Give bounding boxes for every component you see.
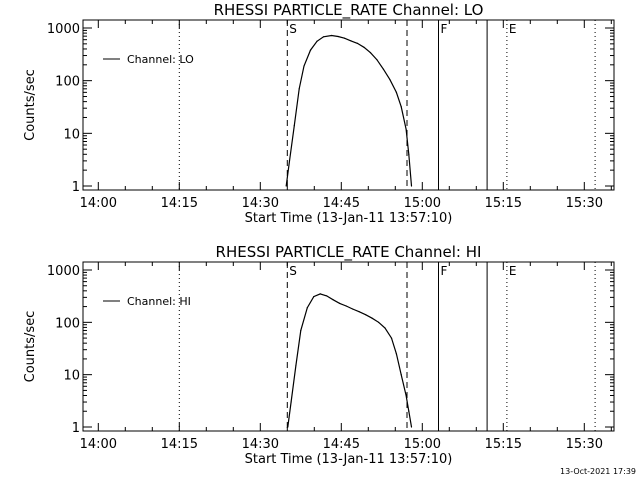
panel-1-data-point (408, 153, 410, 155)
panel-2-data-point (405, 394, 407, 397)
panel-1-data-point (363, 46, 365, 48)
panel-2-event-marker-label: F (441, 264, 448, 278)
panel-2-x-tick-label: 14:15 (161, 437, 198, 452)
panel-2-event-marker-label: S (289, 264, 297, 278)
panel-1-data-point (288, 160, 291, 162)
panel-2-data-point (295, 364, 297, 367)
panel-1-data-point (330, 34, 333, 37)
panel-1-event-marker-label: F (441, 22, 448, 36)
panel-2-data-point (319, 293, 321, 295)
panel-2-x-tick-label: 15:00 (404, 437, 441, 452)
panel-1-data-point (376, 59, 378, 61)
panel-2-data-point (339, 302, 341, 305)
panel-2-data-point (287, 426, 289, 428)
panel-2-data-point (410, 426, 413, 428)
panel-1-y-tick-label: 100 (55, 75, 80, 90)
panel-2-x-axis-label: Start Time (13-Jan-11 13:57:10) (245, 452, 453, 467)
panel-1-x-tick-label: 14:30 (242, 196, 279, 211)
footer-timestamp: 13-Oct-2021 17:39 (560, 467, 636, 476)
panel-1-data-point (395, 91, 397, 93)
panel-2-y-tick-label: 100 (55, 316, 80, 331)
panel-1-data-point (382, 68, 385, 70)
panel-2-data-point (313, 296, 315, 298)
panel-2-legend-label: Channel: HI (127, 295, 191, 308)
panel-2-data-point (290, 401, 292, 403)
panel-2-data-point (306, 307, 308, 309)
panel-2-series-line (287, 293, 413, 428)
panel-2-data-point (377, 321, 380, 323)
panel-2-data-point (358, 311, 360, 313)
panel-2-data-point (371, 317, 373, 319)
panel-2-data-point (400, 374, 402, 376)
panel-1-y-tick-label: 1000 (47, 22, 80, 37)
panel-1-x-tick-label: 15:30 (566, 196, 603, 211)
panel-1-legend-label: Channel: LO (127, 53, 194, 66)
panel-2-data-point (332, 299, 334, 301)
panel-2-chart-title: RHESSI PARTICLE_RATE Channel: HI (216, 243, 482, 262)
panel-1-data-point (293, 125, 295, 127)
panel-2-data-point (408, 410, 410, 412)
panel-1-data-point (410, 185, 413, 187)
panel-2-x-tick-label: 15:15 (485, 437, 522, 452)
panel-1-data-point (303, 65, 305, 67)
panel-1-axes-frame (82, 19, 615, 191)
panel-2-x-tick-label: 14:00 (80, 437, 117, 452)
panel-2-axes-frame (82, 261, 615, 432)
panel-1-series-line (285, 34, 413, 187)
panel-1-data-point (316, 40, 318, 42)
panel-1-data-point (337, 35, 339, 38)
panel-2-data-point (395, 353, 397, 355)
panel-1-x-tick-label: 14:00 (80, 196, 117, 211)
panel-1-data-point (343, 37, 346, 39)
panel-2-y-tick-label: 1 (72, 421, 80, 436)
panel-1-data-point (356, 42, 359, 45)
panel-1-x-tick-label: 15:00 (404, 196, 441, 211)
panel-2-data-point (352, 308, 354, 310)
panel-1-x-tick-label: 14:15 (161, 196, 198, 211)
panel-2-data-point (390, 337, 393, 339)
panel-1-data-point (350, 40, 352, 42)
panel-1-x-tick-label: 15:15 (485, 196, 522, 211)
panel-1-y-axis-label: Counts/sec (23, 69, 38, 141)
panel-2-event-marker-label: E (509, 264, 517, 278)
panel-2-y-axis-label: Counts/sec (23, 311, 38, 383)
panel-2-y-tick-label: 1000 (47, 264, 80, 279)
panel-1-y-tick-label: 1 (72, 180, 80, 195)
panel-1-event-marker-label: E (509, 22, 517, 36)
panel-1-data-point (322, 36, 325, 38)
panel-2-data-point (326, 295, 328, 297)
panel-1-x-tick-label: 14:45 (323, 196, 360, 211)
panel-2-y-tick-label: 10 (63, 369, 80, 384)
panel-1-event-marker-label: S (289, 22, 297, 36)
panel-1-data-point (389, 78, 391, 81)
panel-2-x-tick-label: 14:30 (242, 437, 279, 452)
panel-2-data-point (300, 329, 302, 332)
panel-1-chart-title: RHESSI PARTICLE_RATE Channel: LO (214, 1, 484, 20)
panel-2-data-point (384, 327, 386, 329)
panel-2-data-point (345, 305, 347, 307)
panel-1-data-point (405, 128, 407, 130)
panel-1-data-point (285, 185, 287, 187)
panel-2-x-tick-label: 15:30 (566, 437, 603, 452)
panel-2-x-tick-label: 14:45 (323, 437, 360, 452)
panel-1-x-axis-label: Start Time (13-Jan-11 13:57:10) (245, 211, 453, 226)
panel-1-y-tick-label: 10 (63, 127, 80, 142)
panel-1-data-point (309, 49, 312, 51)
panel-2-data-point (365, 314, 367, 316)
panel-1-data-point (298, 88, 300, 90)
panel-1-data-point (400, 106, 402, 108)
panel-1-data-point (369, 52, 372, 54)
